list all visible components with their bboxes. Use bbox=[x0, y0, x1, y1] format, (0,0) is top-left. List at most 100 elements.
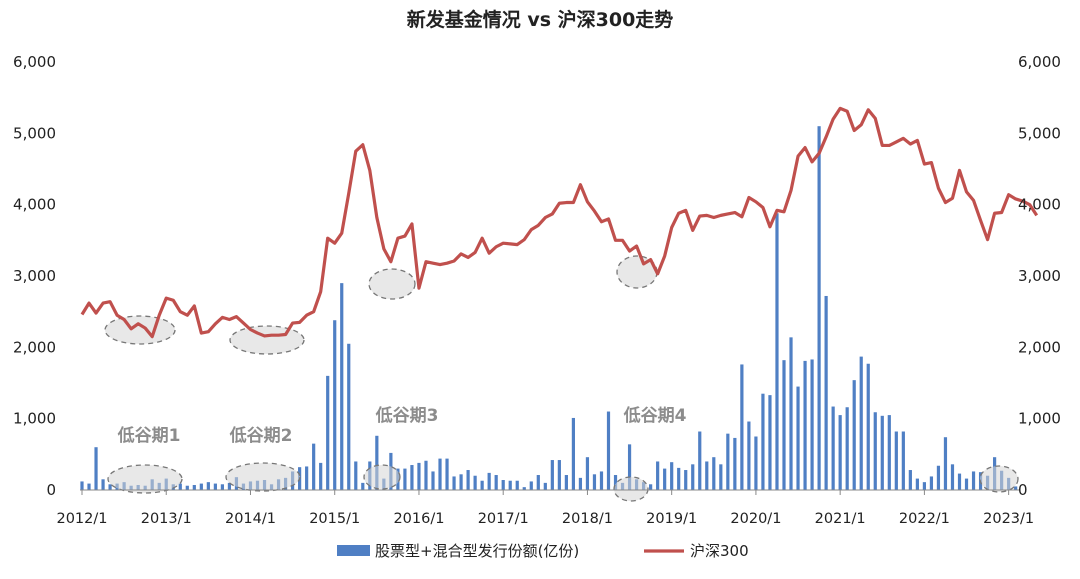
bar bbox=[901, 431, 905, 490]
bar bbox=[452, 476, 456, 490]
bar bbox=[431, 471, 435, 490]
bar bbox=[508, 480, 512, 490]
x-axis-ticks: 2012/1 2013/1 2014/1 2015/1 2016/1 2017/1 2018… bbox=[56, 490, 1034, 527]
bar bbox=[536, 475, 540, 490]
bar bbox=[487, 472, 491, 490]
bar bbox=[326, 375, 330, 490]
bar bbox=[220, 484, 224, 490]
x-tick-label: 2021/1 bbox=[815, 511, 866, 527]
x-tick-label: 2012/1 bbox=[56, 511, 107, 527]
annotations: 低谷期1 低谷期2 低谷期3 低谷期4 bbox=[117, 405, 687, 446]
x-tick-label: 2022/1 bbox=[899, 511, 950, 527]
bar bbox=[543, 482, 547, 490]
bar bbox=[613, 475, 618, 490]
bar bbox=[887, 415, 891, 490]
y-right-tick-label: 0 bbox=[1018, 481, 1028, 499]
bar bbox=[1014, 486, 1018, 490]
bar bbox=[754, 436, 758, 490]
bar bbox=[571, 417, 575, 490]
bar bbox=[206, 482, 210, 490]
trough-ellipse bbox=[104, 315, 176, 345]
y-left-tick-label: 0 bbox=[46, 481, 56, 499]
chart-title: 新发基金情况 vs 沪深300走势 bbox=[407, 8, 674, 31]
bar bbox=[178, 483, 182, 490]
bar bbox=[347, 343, 351, 490]
x-tick-label: 2018/1 bbox=[562, 511, 613, 527]
bar bbox=[761, 393, 765, 490]
bar bbox=[838, 415, 842, 490]
trough-ellipse bbox=[229, 325, 305, 355]
bar bbox=[557, 460, 561, 490]
y-right-tick-label: 1,000 bbox=[1018, 410, 1061, 428]
bar bbox=[824, 295, 828, 490]
bar bbox=[894, 431, 898, 490]
x-tick-label: 2014/1 bbox=[225, 511, 276, 527]
bar bbox=[438, 458, 442, 490]
trough-ellipse bbox=[613, 476, 649, 502]
y-right-tick-label: 4,000 bbox=[1018, 196, 1061, 214]
bar bbox=[922, 482, 926, 490]
legend-swatch-bars bbox=[337, 545, 370, 556]
trough-label: 低谷期4 bbox=[623, 405, 687, 426]
bar bbox=[712, 457, 716, 490]
bar bbox=[445, 458, 449, 490]
bar bbox=[515, 480, 519, 490]
bar bbox=[319, 462, 323, 490]
y-left-tick-label: 5,000 bbox=[13, 124, 56, 142]
bar bbox=[880, 415, 884, 490]
bar bbox=[403, 468, 407, 490]
bar bbox=[656, 461, 660, 490]
y-left-axis: 0 1,000 2,000 3,000 4,000 5,000 6,000 bbox=[13, 53, 56, 499]
bar bbox=[87, 483, 91, 490]
bar bbox=[859, 356, 863, 490]
bar bbox=[698, 431, 702, 490]
bar bbox=[94, 447, 98, 490]
legend-label-line: 沪深300 bbox=[690, 542, 749, 560]
bar bbox=[845, 407, 849, 490]
bar bbox=[677, 467, 681, 490]
bar bbox=[564, 475, 568, 490]
bar bbox=[866, 363, 870, 490]
bar bbox=[494, 475, 498, 490]
bar bbox=[929, 476, 934, 490]
bar bbox=[192, 485, 196, 490]
bar bbox=[305, 466, 309, 490]
trough-ellipse bbox=[107, 464, 183, 494]
x-tick-label: 2017/1 bbox=[478, 511, 529, 527]
bar bbox=[803, 360, 807, 490]
bar bbox=[312, 443, 316, 490]
bar bbox=[459, 474, 463, 490]
bar bbox=[943, 437, 948, 490]
bar bbox=[936, 465, 941, 490]
bar bbox=[340, 283, 344, 490]
trough-label: 低谷期1 bbox=[117, 425, 181, 446]
bar bbox=[108, 484, 112, 490]
bar bbox=[375, 435, 379, 490]
bar-series bbox=[80, 126, 1018, 491]
bar bbox=[101, 479, 105, 490]
bar bbox=[501, 480, 505, 490]
bar bbox=[768, 395, 772, 490]
bar bbox=[578, 477, 583, 490]
legend: 股票型+混合型发行份额(亿份) 沪深300 bbox=[337, 542, 749, 560]
bar bbox=[354, 461, 358, 490]
legend-label-bars: 股票型+混合型发行份额(亿份) bbox=[375, 542, 579, 560]
bar bbox=[466, 470, 470, 490]
bar bbox=[684, 470, 688, 490]
bar bbox=[424, 460, 428, 490]
bar bbox=[670, 462, 674, 490]
bar bbox=[908, 470, 912, 490]
y-left-tick-label: 2,000 bbox=[13, 338, 56, 356]
bar bbox=[733, 437, 737, 490]
y-left-tick-label: 3,000 bbox=[13, 267, 56, 285]
bar bbox=[649, 484, 653, 490]
trough-ellipse bbox=[363, 464, 401, 490]
bar bbox=[796, 386, 800, 490]
x-tick-label: 2016/1 bbox=[393, 511, 444, 527]
bar bbox=[831, 406, 835, 490]
bar bbox=[417, 462, 421, 490]
hs300-line bbox=[80, 106, 1039, 339]
x-tick-label: 2023/1 bbox=[983, 511, 1034, 527]
y-right-tick-label: 2,000 bbox=[1018, 338, 1061, 356]
